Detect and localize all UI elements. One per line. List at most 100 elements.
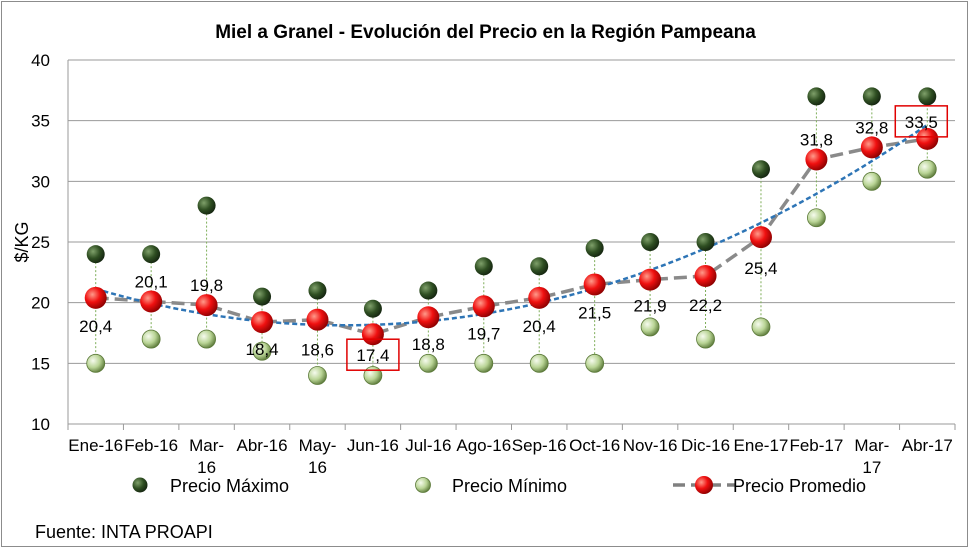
x-tick-label: Jun-16 bbox=[347, 436, 399, 455]
x-tick-label: Feb-17 bbox=[789, 436, 843, 455]
highlight-box bbox=[346, 338, 400, 371]
point-precio-maximo bbox=[363, 299, 382, 318]
data-label-promedio: 20,1 bbox=[135, 272, 168, 291]
x-tick-label: Dic-16 bbox=[681, 436, 730, 455]
point-precio-promedio bbox=[916, 127, 939, 150]
data-label-promedio: 32,8 bbox=[855, 118, 888, 137]
x-tick-label: Feb-16 bbox=[124, 436, 178, 455]
y-tick-label: 25 bbox=[31, 233, 50, 252]
point-precio-maximo bbox=[530, 257, 549, 276]
data-label-promedio: 20,4 bbox=[523, 317, 556, 336]
x-tick-label: Mar-16 bbox=[189, 436, 224, 477]
data-label-promedio: 19,8 bbox=[190, 276, 223, 295]
data-label-promedio: 20,4 bbox=[79, 317, 112, 336]
point-precio-minimo bbox=[917, 159, 937, 179]
point-precio-minimo bbox=[363, 366, 383, 385]
point-precio-promedio bbox=[528, 286, 551, 309]
data-label-promedio: 19,7 bbox=[467, 324, 500, 343]
series-line-promedio bbox=[95, 137, 928, 337]
point-precio-promedio bbox=[306, 308, 329, 331]
point-precio-promedio bbox=[694, 264, 717, 287]
point-precio-promedio bbox=[749, 226, 772, 249]
legend-min-label: Precio Mínimo bbox=[452, 476, 567, 496]
point-precio-promedio bbox=[639, 268, 662, 291]
point-precio-maximo bbox=[751, 160, 770, 179]
data-label-promedio: 31,8 bbox=[800, 130, 833, 149]
highlight-box bbox=[894, 105, 949, 138]
lines-layer bbox=[95, 123, 929, 337]
labels-layer: 20,4 20,1 19,8 18,4 18,6 17,4 18,8 19,7 20,4 21,5… bbox=[79, 105, 949, 371]
y-tick-label: 30 bbox=[31, 172, 50, 191]
point-precio-maximo bbox=[807, 87, 826, 106]
point-precio-promedio bbox=[361, 323, 384, 346]
source-note: Fuente: INTA PROAPI bbox=[35, 522, 213, 542]
data-label-promedio: 18,4 bbox=[245, 340, 278, 359]
data-label-promedio: 18,8 bbox=[412, 335, 445, 354]
point-precio-minimo bbox=[308, 366, 327, 385]
y-tick-label: 40 bbox=[31, 51, 50, 70]
point-precio-minimo bbox=[474, 353, 494, 373]
point-precio-promedio bbox=[860, 136, 883, 159]
point-precio-maximo bbox=[253, 287, 272, 306]
y-tick-label: 35 bbox=[31, 112, 50, 131]
point-precio-promedio bbox=[251, 311, 274, 334]
x-tick-label: May-16 bbox=[299, 436, 337, 477]
y-tick-label: 10 bbox=[31, 415, 50, 434]
point-precio-maximo bbox=[308, 281, 327, 300]
legend-max-marker bbox=[132, 477, 148, 493]
point-precio-minimo bbox=[751, 317, 771, 337]
x-tick-label: Ene-17 bbox=[734, 436, 789, 455]
legend-min-marker bbox=[415, 477, 431, 493]
y-tick-label: 15 bbox=[31, 354, 50, 373]
y-axis-label: $/KG bbox=[12, 221, 32, 262]
point-precio-minimo bbox=[862, 171, 882, 191]
point-precio-maximo bbox=[862, 87, 881, 106]
point-precio-maximo bbox=[641, 233, 660, 251]
data-label-promedio: 33,5 bbox=[905, 113, 938, 132]
point-precio-minimo bbox=[86, 353, 106, 373]
x-tick-label: Ene-16 bbox=[68, 436, 123, 455]
trendline bbox=[95, 123, 929, 327]
y-tick-label: 20 bbox=[31, 294, 50, 313]
point-precio-minimo bbox=[640, 317, 660, 337]
legend-max-label: Precio Máximo bbox=[170, 476, 289, 496]
point-precio-minimo bbox=[529, 353, 549, 373]
chart-title: Miel a Granel - Evolución del Precio en … bbox=[215, 22, 756, 43]
x-tick-label: Nov-16 bbox=[623, 436, 678, 455]
x-tick-label: Mar-17 bbox=[854, 436, 889, 477]
point-precio-maximo bbox=[86, 245, 105, 264]
point-precio-maximo bbox=[419, 281, 438, 300]
point-precio-promedio bbox=[472, 295, 495, 318]
point-precio-minimo bbox=[141, 329, 161, 349]
data-label-promedio: 22,2 bbox=[689, 296, 722, 315]
x-tick-label: Oct-16 bbox=[569, 436, 620, 455]
x-tick-label: Abr-16 bbox=[237, 436, 288, 455]
point-precio-maximo bbox=[585, 239, 604, 258]
x-tick-label: Abr-17 bbox=[902, 436, 953, 455]
point-precio-minimo bbox=[418, 353, 438, 373]
data-label-promedio: 21,9 bbox=[634, 297, 667, 316]
x-tick-label: Ago-16 bbox=[456, 436, 511, 455]
point-precio-promedio bbox=[417, 306, 440, 329]
data-label-promedio: 18,6 bbox=[301, 341, 334, 360]
legend-avg-marker bbox=[695, 476, 713, 494]
point-precio-minimo bbox=[585, 353, 605, 373]
point-precio-maximo bbox=[696, 233, 715, 251]
point-precio-minimo bbox=[252, 341, 272, 361]
point-precio-promedio bbox=[583, 273, 606, 296]
data-label-promedio: 17,4 bbox=[356, 346, 389, 365]
point-precio-maximo bbox=[918, 87, 937, 106]
grid-layer bbox=[68, 59, 955, 425]
point-precio-minimo bbox=[197, 329, 216, 349]
point-precio-promedio bbox=[195, 294, 218, 317]
point-precio-minimo bbox=[696, 329, 715, 349]
x-tick-label: Sep-16 bbox=[512, 436, 567, 455]
data-label-promedio: 25,4 bbox=[744, 259, 777, 278]
point-precio-maximo bbox=[197, 196, 216, 215]
x-tick-label: Jul-16 bbox=[405, 436, 451, 455]
point-precio-promedio bbox=[140, 290, 163, 313]
point-precio-promedio bbox=[84, 286, 107, 309]
markers-layer bbox=[84, 87, 939, 385]
